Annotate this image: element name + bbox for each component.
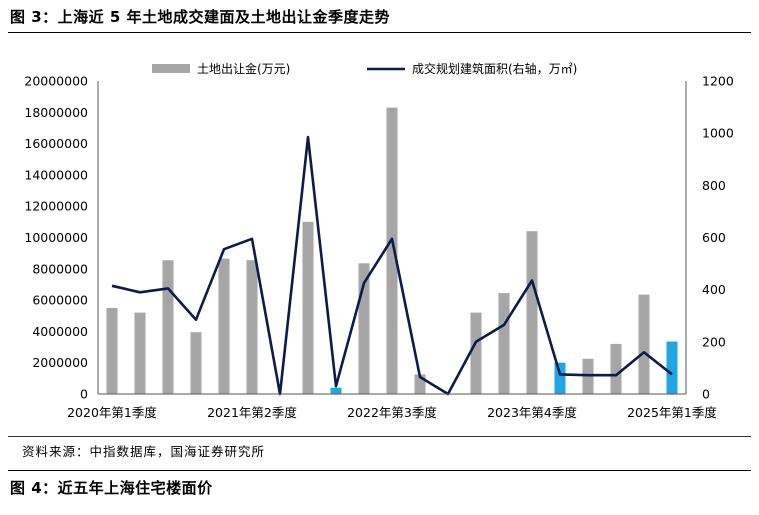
right-tick-label: 800	[702, 178, 726, 193]
chart: 0 2000000 4000000 6000000 8000000 10000000 120…	[24, 61, 734, 420]
top-rule	[8, 32, 751, 33]
left-tick-label: 0	[80, 387, 88, 402]
next-figure-title: 图 4：近五年上海住宅楼面价	[10, 479, 213, 497]
right-tick-label: 600	[702, 230, 726, 245]
bar	[666, 341, 678, 394]
left-tick-label: 16000000	[24, 136, 88, 151]
legend-bar-label: 土地出让金(万元)	[197, 61, 290, 76]
x-tick-label: 2025年第1季度	[627, 405, 717, 420]
right-tick-label: 0	[702, 387, 710, 402]
bar	[162, 260, 174, 394]
right-tick-label: 400	[702, 282, 726, 297]
left-tick-label: 10000000	[24, 230, 88, 245]
bar	[190, 332, 202, 394]
right-tick-label: 1000	[702, 126, 734, 141]
left-tick-label: 4000000	[32, 324, 88, 339]
legend-bar-swatch	[152, 64, 190, 73]
bar	[498, 293, 510, 394]
axes	[97, 81, 687, 395]
bar	[106, 307, 118, 394]
bar	[610, 343, 622, 394]
left-tick-label: 20000000	[24, 74, 88, 89]
line-series	[111, 135, 673, 396]
bar	[554, 362, 566, 394]
bar	[386, 107, 398, 394]
x-tick-label: 2023年第4季度	[487, 405, 577, 420]
right-axis-ticks: 0 200 400 600 800 1000 1200	[702, 74, 734, 402]
legend-line-label: 成交规划建筑面积(右轴，万㎡)	[412, 61, 577, 76]
bar	[302, 221, 314, 394]
bars	[106, 107, 678, 394]
bar	[414, 374, 426, 394]
left-tick-label: 8000000	[32, 261, 88, 276]
source-note: 资料来源：中指数据库，国海证券研究所	[22, 444, 266, 459]
bar	[246, 260, 258, 394]
left-tick-label: 14000000	[24, 167, 88, 182]
bar	[218, 258, 230, 394]
x-tick-label: 2022年第3季度	[347, 405, 437, 420]
bar	[638, 294, 650, 394]
right-tick-label: 200	[702, 334, 726, 349]
bottom-rule	[8, 470, 751, 471]
right-tick-label: 1200	[702, 74, 734, 89]
x-tick-label: 2021年第2季度	[207, 405, 297, 420]
left-tick-label: 6000000	[32, 293, 88, 308]
left-tick-label: 2000000	[32, 355, 88, 370]
bar	[470, 312, 482, 394]
legend: 土地出让金(万元) 成交规划建筑面积(右轴，万㎡)	[152, 61, 577, 76]
figure-title: 图 3：上海近 5 年土地成交建面及土地出让金季度走势	[10, 8, 391, 26]
bar	[330, 387, 342, 394]
bar	[358, 263, 370, 394]
left-tick-label: 12000000	[24, 199, 88, 214]
x-axis-ticks: 2020年第1季度 2021年第2季度 2022年第3季度 2023年第4季度 2025…	[67, 405, 717, 420]
bar	[134, 312, 146, 394]
left-tick-label: 18000000	[24, 105, 88, 120]
line-path	[111, 135, 673, 396]
x-tick-label: 2020年第1季度	[67, 405, 157, 420]
middle-rule	[8, 436, 751, 437]
bar	[526, 231, 538, 394]
left-axis-ticks: 0 2000000 4000000 6000000 8000000 10000000 120…	[24, 74, 88, 402]
